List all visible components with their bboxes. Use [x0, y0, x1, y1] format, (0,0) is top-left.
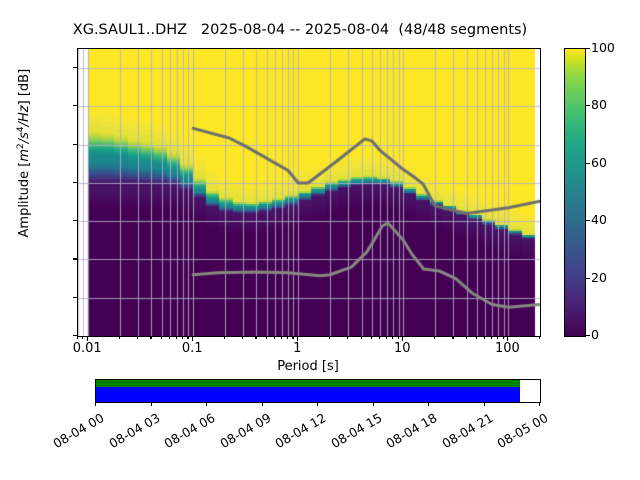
y-axis-label: Amplitude [m2/s4/Hz] [dB] [15, 68, 33, 238]
x-tick-mark [187, 336, 189, 339]
coverage-tick-label: 08-04 15 [327, 410, 384, 452]
x-tick-mark [502, 336, 504, 339]
coverage-tick-label: 08-04 12 [272, 410, 329, 452]
coverage-tick-label: 08-04 09 [216, 410, 273, 452]
x-tick-mark [175, 336, 178, 339]
x-tick-mark [223, 336, 225, 339]
x-tick-mark [497, 336, 499, 339]
x-tick-mark [168, 336, 171, 339]
x-tick-mark [433, 336, 436, 339]
x-tick-label: 1 [293, 341, 302, 356]
coverage-tick-mark [95, 402, 97, 406]
x-tick-mark [347, 336, 349, 339]
x-tick-mark [297, 336, 299, 341]
x-tick-mark [475, 336, 477, 339]
y-tick-mark [73, 105, 77, 107]
colorbar-tick-mark [586, 162, 590, 164]
x-tick-mark [281, 336, 283, 339]
y-tick-mark [73, 181, 77, 184]
coverage-tick-label: 08-04 18 [383, 410, 440, 452]
x-tick-mark [539, 336, 541, 339]
colorbar-tick-label: 60 [591, 154, 607, 170]
x-tick-mark [397, 336, 399, 339]
coverage-tick-mark [428, 402, 430, 406]
colorbar [564, 48, 586, 337]
coverage-tick-mark [261, 402, 263, 406]
y-tick-mark [73, 220, 77, 222]
x-tick-mark [87, 336, 89, 341]
x-tick-mark [150, 336, 152, 339]
coverage-tick-mark [317, 402, 319, 406]
colorbar-tick-label: 100 [591, 40, 615, 55]
colorbar-tick-mark [586, 48, 590, 50]
coverage-tick-mark [539, 402, 541, 406]
colorbar-tick-label: 80 [591, 97, 607, 113]
coverage-tick-mark [206, 402, 208, 406]
x-tick-mark [507, 336, 509, 341]
colorbar-tick-mark [586, 105, 590, 107]
coverage-tick-label: 08-05 00 [494, 410, 551, 452]
coverage-tick-mark [372, 402, 374, 406]
x-tick-mark [77, 336, 79, 339]
x-tick-mark [118, 336, 120, 339]
x-tick-mark [402, 336, 404, 341]
x-tick-label: 0.01 [72, 341, 102, 356]
colorbar-tick-label: 20 [591, 269, 607, 285]
x-tick-mark [287, 336, 289, 339]
coverage-tick-label: 08-04 03 [105, 410, 162, 452]
x-tick-label: 100 [494, 341, 520, 356]
x-tick-mark [137, 336, 139, 339]
colorbar-tick-label: 40 [591, 212, 607, 228]
coverage-tick-mark [150, 402, 152, 406]
x-tick-mark [379, 336, 381, 339]
colorbar-tick-mark [586, 277, 590, 279]
y-tick-mark [73, 258, 77, 260]
x-tick-mark [265, 336, 267, 339]
time-coverage-bar[interactable] [95, 379, 541, 403]
coverage-tick-label: 08-04 21 [438, 410, 495, 452]
x-tick-mark [370, 336, 372, 339]
x-tick-label: 0.1 [181, 341, 203, 356]
coverage-tick-label: 08-04 06 [161, 410, 218, 452]
x-tick-label: 10 [394, 341, 411, 356]
x-tick-mark [255, 336, 257, 339]
coverage-tick-label: 08-04 00 [50, 410, 107, 452]
y-tick-mark [73, 67, 77, 69]
ppsd-plot-area[interactable] [77, 48, 541, 337]
noise-model-curves [78, 49, 540, 336]
x-tick-mark [273, 336, 276, 339]
x-tick-mark [82, 336, 84, 339]
coverage-segment-green [96, 380, 521, 387]
y-tick-mark [73, 335, 77, 337]
x-axis-label: Period [s] [277, 359, 339, 374]
y-tick-mark [73, 296, 77, 298]
x-tick-mark [465, 336, 467, 339]
x-tick-mark [452, 336, 454, 339]
x-tick-mark [491, 336, 493, 339]
x-tick-mark [182, 336, 184, 339]
y-tick-mark [73, 143, 77, 145]
colorbar-tick-mark [586, 335, 590, 337]
coverage-segment-blue [96, 387, 521, 402]
x-tick-mark [242, 336, 244, 339]
x-tick-mark [328, 336, 330, 339]
coverage-tick-mark [483, 402, 485, 406]
colorbar-tick-mark [586, 220, 590, 222]
x-tick-mark [292, 336, 294, 339]
x-tick-mark [386, 336, 388, 339]
x-tick-mark [360, 336, 362, 339]
x-tick-mark [392, 336, 394, 339]
x-tick-mark [484, 336, 486, 339]
x-tick-mark [192, 336, 194, 341]
colorbar-tick-label: 0 [591, 327, 599, 342]
x-tick-mark [160, 336, 162, 339]
page-title: XG.SAUL1..DHZ 2025-08-04 -- 2025-08-04 (… [72, 22, 528, 38]
